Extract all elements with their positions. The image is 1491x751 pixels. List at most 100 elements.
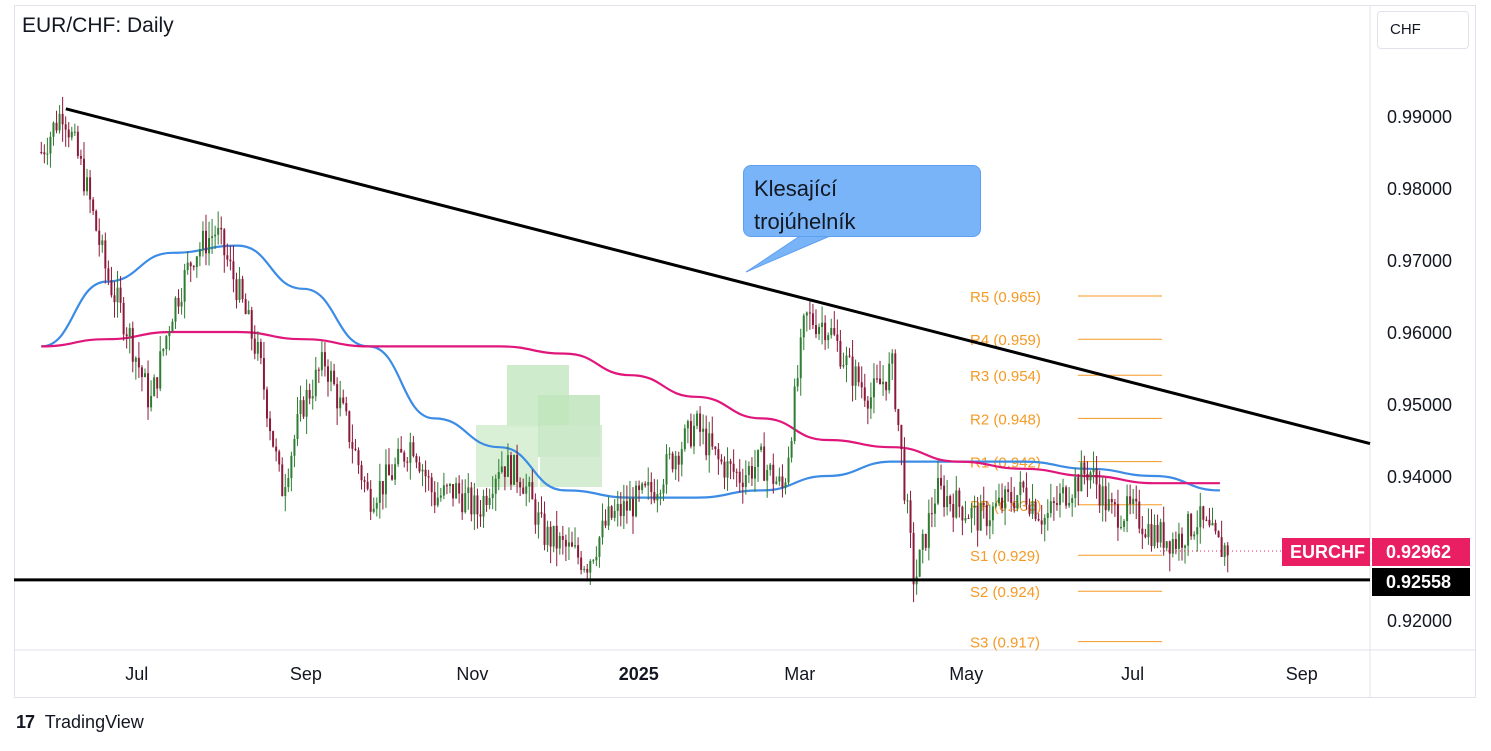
candle-body [702,428,705,432]
candle-body [625,501,628,511]
candle-body [1071,498,1074,503]
candle-body [153,377,156,396]
candle-body [857,366,860,383]
candle-body [1202,506,1205,520]
candle-body [351,442,354,449]
candle-body [833,328,836,335]
candle-body [757,449,760,467]
candle-body [211,236,214,239]
candle-body [1013,502,1016,509]
candle-body [894,353,897,410]
candle-body [1001,497,1004,509]
candle-body [1205,519,1208,521]
candle-body [610,506,613,518]
annotation-line-1: Klesající [754,176,838,201]
candle-body [567,542,570,547]
candle-body [336,384,339,409]
candle-body [497,472,500,479]
candle-body [641,483,644,490]
candle-body [763,446,766,481]
moving-average-line-1 [41,244,1220,499]
candle-body [494,478,497,494]
candle-body [933,503,936,514]
candle-body [659,493,662,495]
candle-body [805,312,808,316]
candle-body [982,503,985,506]
candle-body [628,498,631,511]
candle-body [259,341,262,358]
candle-body [946,496,949,508]
candle-body [278,451,281,465]
candle-body [342,397,345,404]
candle-body [821,322,824,328]
candle-body [903,449,906,501]
candle-body [467,487,470,494]
candle-body [930,513,933,515]
candle-body [976,505,979,531]
candle-body [814,325,817,335]
candle-body [49,136,52,154]
candle-body [808,312,811,314]
candle-body [452,484,455,499]
candle-body [653,492,656,501]
candle-body [723,461,726,478]
candle-body [1129,496,1132,504]
candle-body [955,490,958,518]
candle-body [113,295,116,303]
candle-body [391,475,394,480]
candle-body [46,153,49,155]
moving-average-line-2 [41,330,1220,485]
candle-body [1031,501,1034,514]
candle-body [308,389,311,399]
candle-body [769,464,772,470]
candle-body [802,315,805,338]
candle-body [735,471,738,473]
candle-body [778,476,781,482]
candle-body [775,481,778,484]
candle-body [43,152,46,155]
candle-body [580,557,583,570]
candle-body [848,355,851,357]
candle-body [67,129,70,138]
candle-body [1150,524,1153,547]
candle-body [1037,519,1040,521]
candle-body [186,262,189,270]
candle-body [159,351,162,389]
candle-body [616,503,619,511]
pivot-label: S1 (0.929) [970,548,1040,565]
candle-body [970,507,973,519]
candle-body [1019,481,1022,496]
chart-title: EUR/CHF: Daily [22,14,174,37]
candle-body [470,487,473,515]
candle-body [1055,503,1058,505]
candle-body [729,461,732,464]
candle-body [116,287,119,303]
x-tick-label: May [949,664,983,684]
candle-body [220,227,223,230]
watermark-cube [540,425,602,487]
y-tick-label: 0.99000 [1387,107,1452,127]
currency-label[interactable]: CHF [1377,11,1469,49]
candle-body [750,466,753,479]
candle-body [394,464,397,480]
candle-body [714,446,717,450]
candle-body [1010,492,1013,503]
candle-body [89,177,92,200]
candle-body [1058,493,1061,505]
pivot-label: R2 (0.948) [970,411,1041,428]
candle-body [988,520,991,527]
candle-body [799,337,802,379]
candle-body [223,229,226,256]
candle-body [879,378,882,385]
candle-body [766,469,769,481]
candle-body [921,533,924,550]
candle-body [683,428,686,450]
candle-body [357,450,360,466]
candle-body [1193,534,1196,537]
candle-body [635,485,638,517]
candle-body [427,476,430,478]
candle-body [720,459,723,462]
candle-body [839,340,842,367]
symbol-badge-label: EURCHF [1290,542,1365,562]
